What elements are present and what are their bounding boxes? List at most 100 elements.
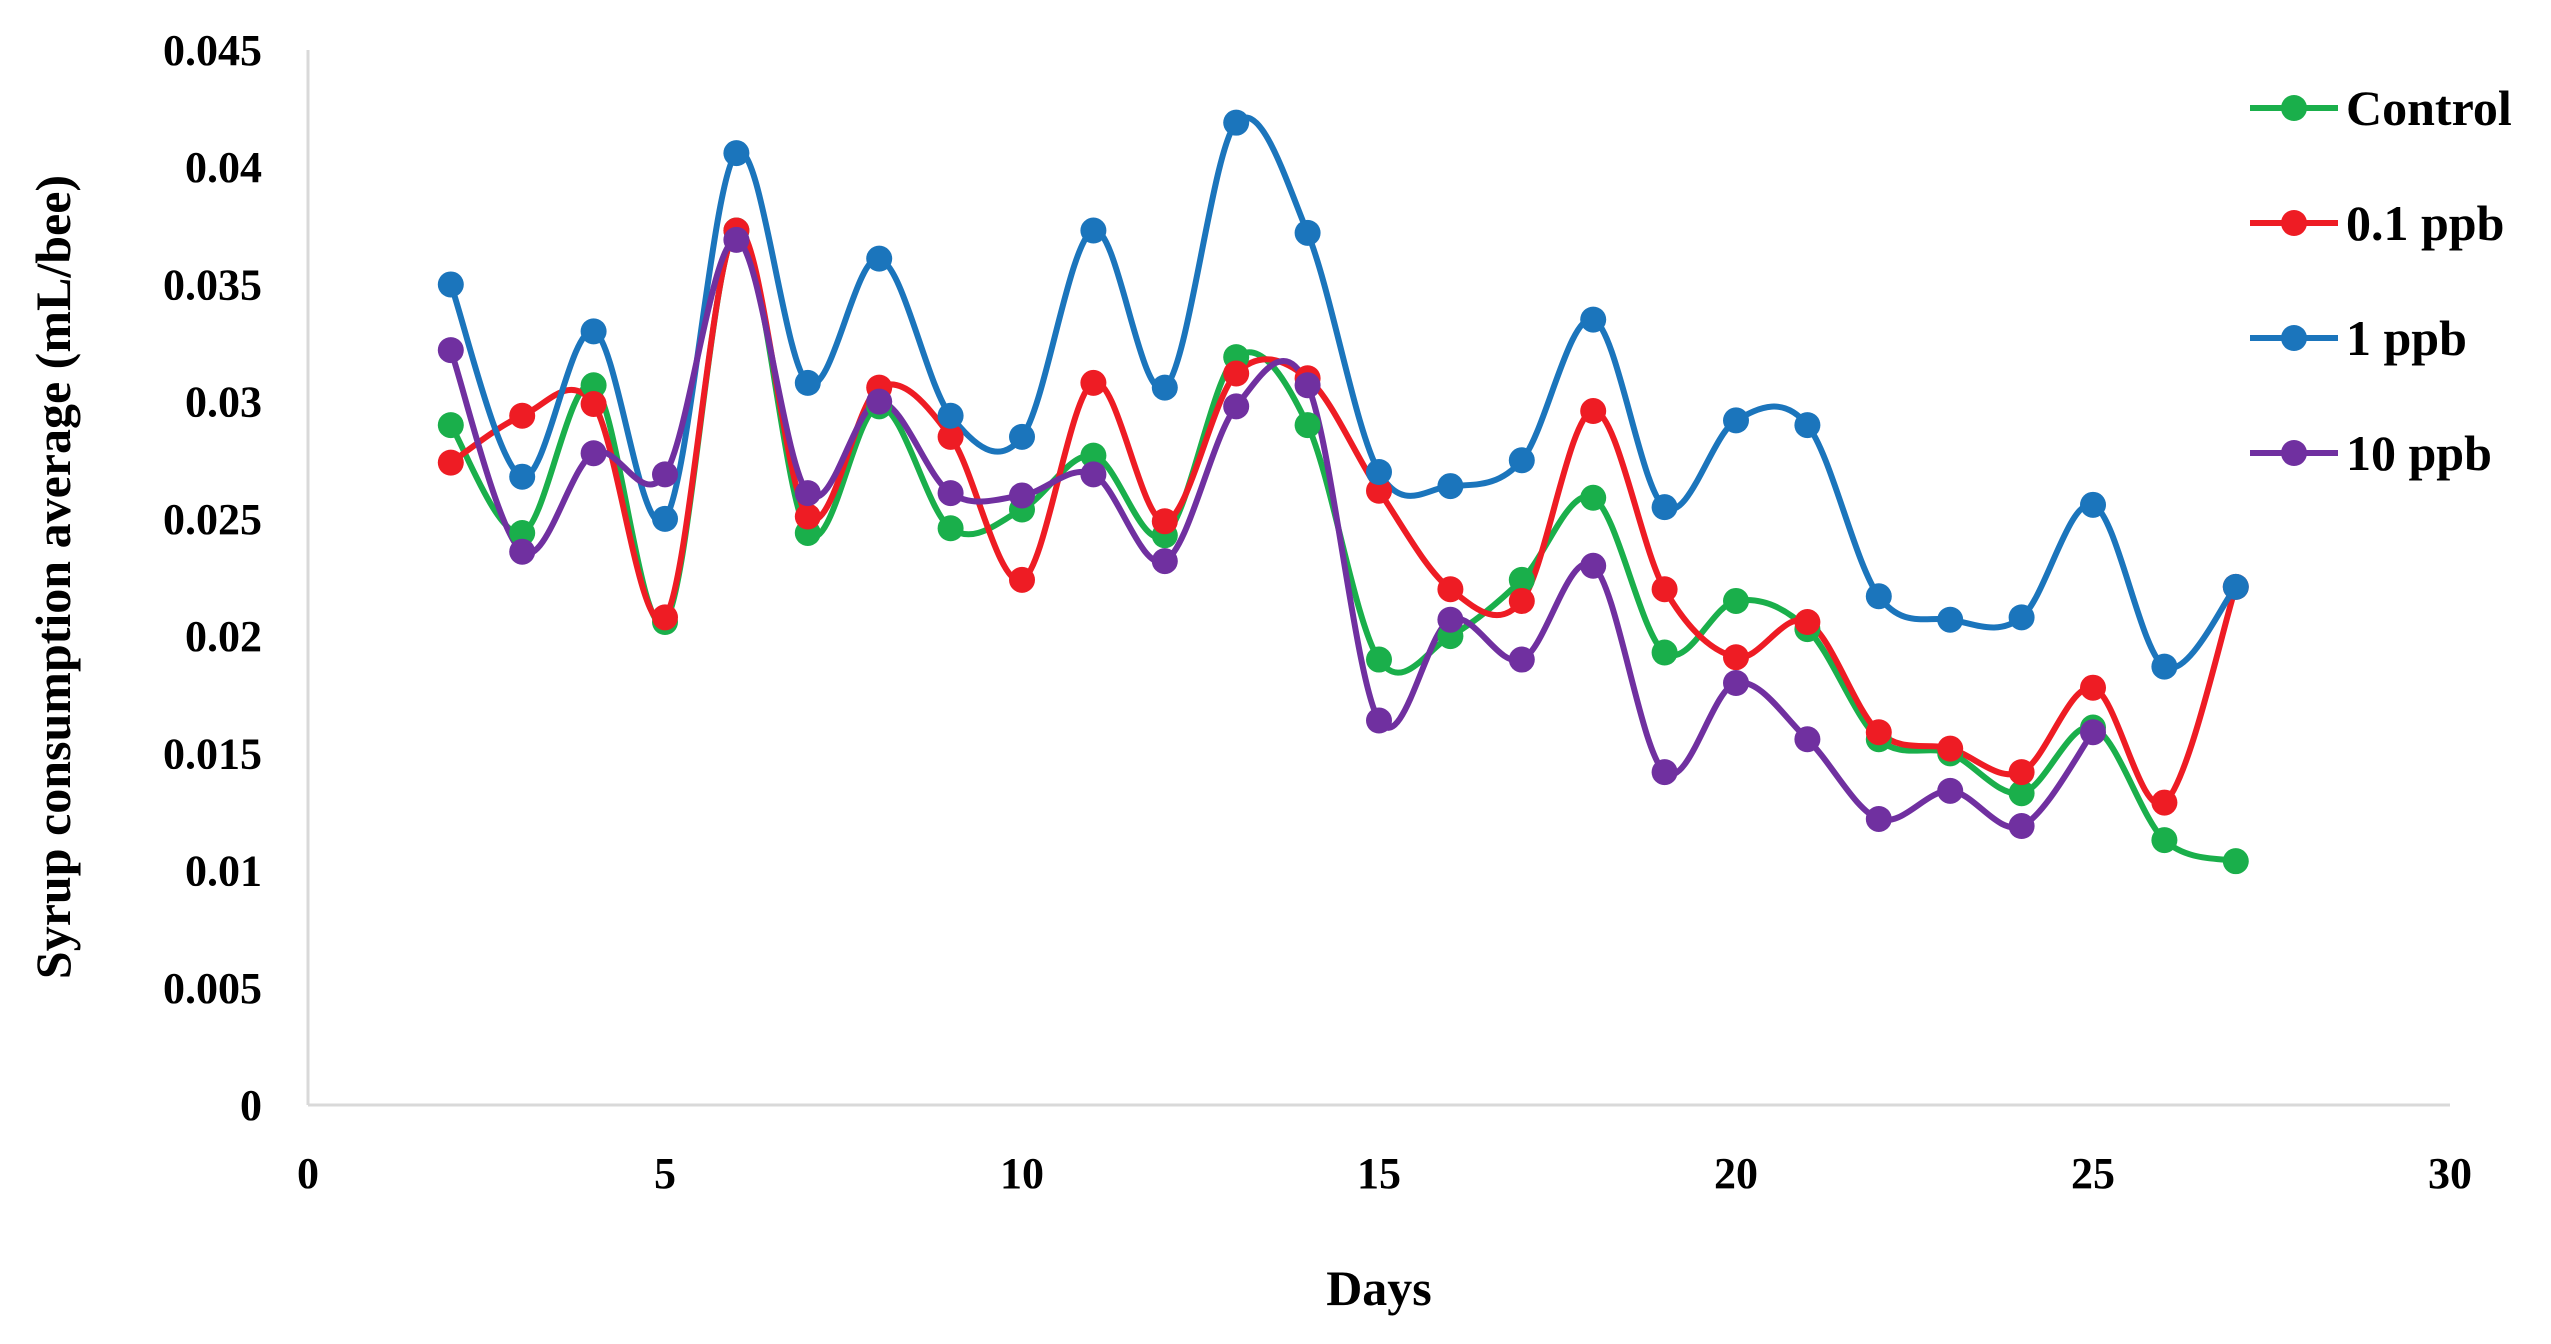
data-point-0-1-ppb <box>437 449 464 476</box>
legend-label-0-1-ppb: 0.1 ppb <box>2346 195 2504 251</box>
y-tick-label: 0.025 <box>163 495 262 544</box>
data-point-0-1-ppb <box>580 391 607 418</box>
x-tick-label: 30 <box>2428 1149 2472 1198</box>
data-point-control <box>2151 827 2178 854</box>
legend-marker-0-1-ppb <box>2281 210 2307 236</box>
data-point-control <box>437 412 464 439</box>
data-point-0-1-ppb <box>1794 609 1821 636</box>
y-tick-label: 0.005 <box>163 964 262 1013</box>
data-point-1-ppb <box>1294 219 1321 246</box>
data-point-1-ppb <box>1223 109 1250 136</box>
data-point-control <box>1294 412 1321 439</box>
data-point-10-ppb <box>2008 813 2035 840</box>
data-point-10-ppb <box>723 226 750 253</box>
legend-label-10-ppb: 10 ppb <box>2346 425 2492 481</box>
y-tick-label: 0.01 <box>185 847 262 896</box>
data-point-1-ppb <box>1080 217 1107 244</box>
data-point-1-ppb <box>2080 491 2106 518</box>
data-point-1-ppb <box>1723 407 1749 434</box>
data-point-10-ppb <box>1366 707 1392 734</box>
legend-marker-1-ppb <box>2281 325 2307 351</box>
x-tick-label: 10 <box>1000 1149 1044 1198</box>
legend-item-control: Control <box>2250 80 2512 136</box>
data-point-0-1-ppb <box>2080 674 2106 701</box>
data-point-0-1-ppb <box>1651 576 1678 603</box>
series-markers <box>437 109 2249 875</box>
data-point-10-ppb <box>1508 646 1535 673</box>
x-axis-title: Days <box>1326 1260 1432 1316</box>
legend-item-1-ppb: 1 ppb <box>2250 310 2467 366</box>
data-point-1-ppb <box>1580 306 1607 333</box>
data-point-1-ppb <box>1366 459 1392 485</box>
data-point-control <box>509 519 536 546</box>
data-point-1-ppb <box>437 271 464 298</box>
data-point-0-1-ppb <box>1865 719 1892 746</box>
data-point-1-ppb <box>580 318 607 345</box>
data-point-0-1-ppb <box>1223 360 1250 387</box>
data-point-10-ppb <box>437 337 464 364</box>
data-point-1-ppb <box>509 463 536 490</box>
data-point-1-ppb <box>1651 494 1678 521</box>
data-point-10-ppb <box>1937 777 1964 804</box>
data-point-1-ppb <box>2151 653 2178 680</box>
data-point-control <box>2222 848 2249 875</box>
data-point-10-ppb <box>866 388 893 415</box>
legend: Control 0.1 ppb 1 ppb 10 ppb <box>2250 80 2512 481</box>
data-point-1-ppb <box>652 505 678 532</box>
data-point-control <box>2008 780 2035 807</box>
series-lines <box>447 114 2239 865</box>
data-point-0-1-ppb <box>1937 735 1964 762</box>
y-tick-label: 0.03 <box>185 378 262 427</box>
data-point-10-ppb <box>2080 719 2106 746</box>
legend-item-10-ppb: 10 ppb <box>2250 425 2492 481</box>
x-tick-label: 15 <box>1357 1149 1401 1198</box>
data-point-10-ppb <box>1437 606 1464 633</box>
x-tick-labels: 0 5 10 15 20 25 30 <box>297 1149 2472 1198</box>
y-tick-label: 0 <box>240 1081 262 1130</box>
data-point-10-ppb <box>794 480 821 507</box>
series-line-10-ppb <box>447 236 2096 831</box>
data-point-0-1-ppb <box>1080 369 1107 396</box>
legend-label-1-ppb: 1 ppb <box>2346 310 2467 366</box>
data-point-1-ppb <box>2222 573 2249 600</box>
y-tick-label: 0.035 <box>163 260 262 309</box>
y-tick-labels: 0 0.005 0.01 0.015 0.02 0.025 0.03 0.035 0.04 0.0… <box>163 26 262 1130</box>
data-point-10-ppb <box>1223 393 1250 420</box>
data-point-0-1-ppb <box>1437 576 1464 603</box>
data-point-1-ppb <box>1508 447 1535 474</box>
data-point-0-1-ppb <box>1723 644 1749 671</box>
data-point-control <box>1723 587 1749 614</box>
x-tick-label: 20 <box>1714 1149 1758 1198</box>
data-point-1-ppb <box>1937 606 1964 633</box>
data-point-10-ppb <box>1794 726 1821 753</box>
data-point-0-1-ppb <box>2151 789 2178 816</box>
data-point-1-ppb <box>1009 423 1035 450</box>
data-point-control <box>1366 646 1392 673</box>
data-point-control <box>937 515 964 542</box>
legend-marker-10-ppb <box>2281 440 2307 466</box>
data-point-0-1-ppb <box>1151 508 1178 535</box>
y-tick-label: 0.02 <box>185 612 262 661</box>
data-point-0-1-ppb <box>794 503 821 530</box>
y-tick-label: 0.04 <box>185 143 262 192</box>
data-point-0-1-ppb <box>1580 398 1607 425</box>
legend-label-control: Control <box>2346 80 2512 136</box>
data-point-0-1-ppb <box>1508 587 1535 614</box>
legend-item-0-1-ppb: 0.1 ppb <box>2250 195 2504 251</box>
data-point-0-1-ppb <box>652 604 678 631</box>
data-point-10-ppb <box>1723 670 1749 696</box>
data-point-control <box>1080 442 1107 469</box>
series-line-1-ppb <box>447 114 2239 672</box>
legend-marker-control <box>2281 95 2307 121</box>
data-point-control <box>580 372 607 399</box>
series-line-0-1-ppb <box>447 227 2239 808</box>
data-point-0-1-ppb <box>1009 566 1035 593</box>
data-point-1-ppb <box>794 369 821 396</box>
axes <box>306 50 2450 1107</box>
y-tick-label: 0.015 <box>163 729 262 778</box>
data-point-10-ppb <box>652 461 678 488</box>
data-point-10-ppb <box>509 538 536 565</box>
data-point-1-ppb <box>866 245 893 272</box>
data-point-10-ppb <box>937 480 964 507</box>
